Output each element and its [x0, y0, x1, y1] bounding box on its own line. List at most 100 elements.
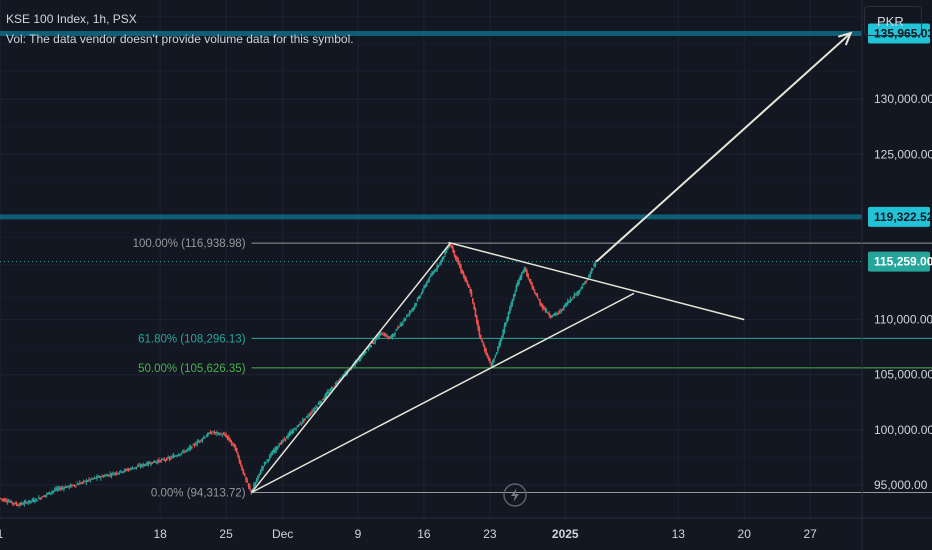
candle-body [577, 290, 580, 294]
candle-body [104, 475, 106, 477]
candle-body [503, 325, 506, 332]
x-tick-label: 23 [483, 527, 497, 541]
candle-body [261, 468, 263, 471]
candle-body [406, 315, 408, 317]
candle-body [293, 428, 296, 430]
candle-body [295, 428, 297, 430]
candle-body [428, 277, 431, 281]
candle-body [155, 461, 158, 463]
candle-body [469, 289, 471, 293]
candle-body [88, 479, 90, 481]
candle-body [44, 495, 47, 497]
candle-body [450, 245, 453, 249]
candle-body [425, 282, 428, 286]
candle-body [384, 334, 387, 336]
candle-body [464, 275, 466, 280]
candle-body [548, 313, 551, 316]
candle-body [129, 468, 131, 471]
candle-body [507, 312, 510, 318]
x-tick-label: 9 [355, 527, 362, 541]
candle-body [1, 498, 3, 500]
candle-body [574, 294, 577, 296]
candle-body [164, 459, 167, 461]
candle-body [283, 439, 286, 441]
candle-body [427, 280, 429, 283]
candle-body [63, 487, 65, 489]
candle-body [411, 308, 413, 311]
candle-body [85, 480, 88, 483]
candle-body [32, 499, 35, 502]
candle-body [483, 346, 486, 351]
candle-body [431, 273, 433, 276]
symbol-title[interactable]: KSE 100 Index, 1h, PSX [6, 12, 137, 26]
candle-body [73, 485, 76, 487]
candle-body [312, 410, 315, 412]
candle-body [188, 447, 191, 450]
candle-body [43, 495, 45, 497]
candle-body [49, 492, 52, 494]
candle-body [114, 473, 117, 475]
candle-body [102, 476, 105, 478]
candle-body [572, 297, 574, 299]
candle-body [250, 490, 253, 493]
candle-body [361, 355, 363, 357]
candle-body [15, 503, 18, 505]
candle-body [520, 272, 523, 278]
trendline [250, 242, 451, 493]
lightning-icon[interactable] [503, 483, 527, 507]
candle-body [121, 471, 123, 473]
candle-body [417, 296, 420, 299]
candle-body [341, 376, 344, 378]
candle-body [444, 252, 446, 255]
candle-body [222, 433, 225, 435]
candle-body [220, 433, 222, 435]
candle-body [195, 444, 197, 446]
candle-body [214, 432, 217, 434]
candle-body [92, 478, 94, 480]
candle-body [301, 420, 304, 423]
candle-body [253, 484, 255, 489]
candle-body [358, 357, 361, 361]
candle-body [224, 434, 226, 436]
candle-body [172, 455, 175, 459]
candle-body [35, 498, 38, 500]
candle-body [113, 473, 115, 475]
candle-body [410, 310, 412, 312]
candle-body [344, 373, 346, 375]
candle-body [308, 414, 311, 416]
candle-body [322, 398, 325, 400]
candle-body [490, 364, 493, 367]
candle-body [377, 336, 379, 340]
candle-body [415, 302, 417, 306]
candle-body [394, 332, 396, 335]
candle-body [5, 499, 7, 502]
candle-body [208, 432, 210, 435]
candle-body [80, 483, 82, 485]
candle-body [440, 259, 442, 264]
candle-body [433, 271, 436, 273]
candle-body [183, 451, 185, 453]
candle-body [106, 475, 109, 477]
candle-body [110, 475, 113, 477]
candle-body [328, 391, 330, 393]
candle-body [171, 456, 173, 458]
candle-body [193, 444, 196, 446]
candle-body [300, 422, 303, 424]
candle-body [20, 502, 23, 505]
candle-body [551, 316, 553, 318]
candle-body [296, 425, 299, 427]
candle-body [326, 392, 329, 394]
candle-body [115, 472, 118, 474]
candle-body [259, 471, 262, 475]
candle-body [123, 469, 126, 472]
fib-label: 0.00% (94,313.72) [151, 487, 246, 499]
candle-body [52, 490, 55, 492]
candle-body [90, 478, 93, 480]
candle-body [40, 497, 43, 499]
currency-button[interactable]: PKR [864, 6, 922, 36]
candle-body [359, 355, 362, 360]
candle-body [337, 381, 340, 383]
candle-body [516, 282, 519, 287]
candle-body [544, 309, 547, 311]
